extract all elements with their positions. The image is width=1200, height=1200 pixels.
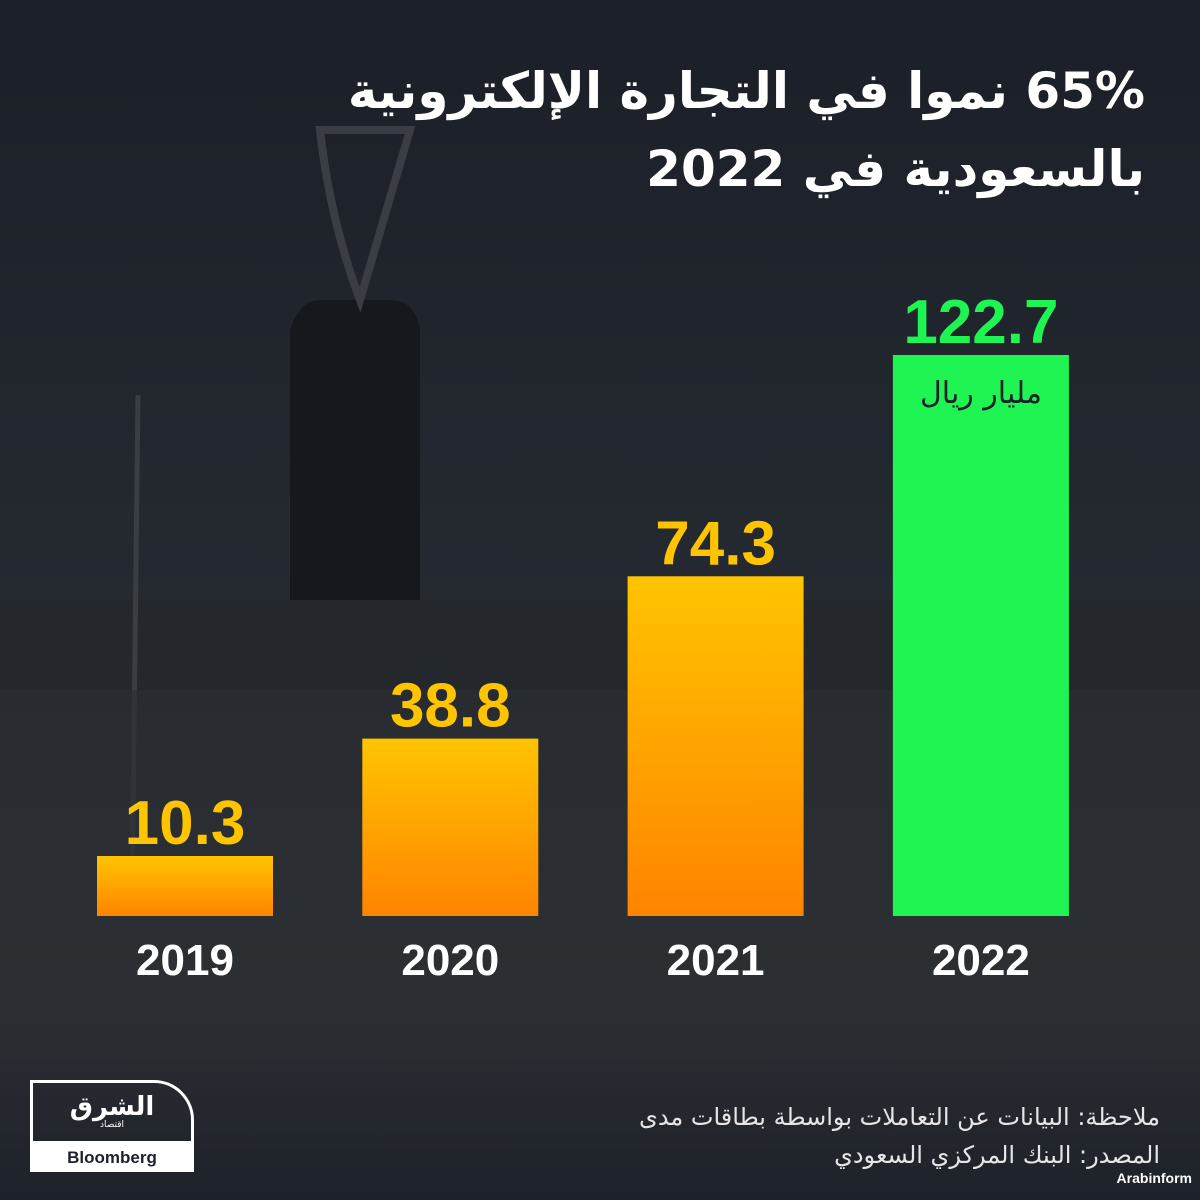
bar-chart: 10.3 2019 38.8 2020 74.3 2021 122.7 2022 xyxy=(97,288,1069,985)
bar-2019 xyxy=(97,856,273,916)
logo-brand: Bloomberg xyxy=(33,1141,191,1169)
x-tick-label-2019: 2019 xyxy=(136,936,234,985)
value-label-2021: 74.3 xyxy=(655,509,776,578)
value-label-2019: 10.3 xyxy=(125,789,246,858)
asharq-bloomberg-logo: الشرق اقتصاد Bloomberg xyxy=(30,1080,194,1172)
footnotes: ملاحظة: البيانات عن التعاملات بواسطة بطا… xyxy=(639,1098,1160,1174)
x-tick-label-2020: 2020 xyxy=(401,936,499,985)
value-label-2020: 38.8 xyxy=(390,672,511,741)
x-tick-label-2021: 2021 xyxy=(667,936,765,985)
value-label-2022: 122.7 xyxy=(903,288,1058,357)
note-text: ملاحظة: البيانات عن التعاملات بواسطة بطا… xyxy=(639,1103,1160,1131)
source-text: المصدر: البنك المركزي السعودي xyxy=(834,1141,1160,1169)
chart-title: 65% نموا في التجارة الإلكترونية بالسعودي… xyxy=(347,62,1145,198)
x-tick-label-2022: 2022 xyxy=(932,936,1030,985)
bar-2022 xyxy=(892,355,1069,916)
bar-2020 xyxy=(362,738,539,916)
bar-2021 xyxy=(627,576,804,916)
logo-arabic: الشرق xyxy=(69,1092,155,1122)
logo-arabic-sub: اقتصاد xyxy=(99,1120,125,1130)
unit-label: مليار ريال xyxy=(920,376,1042,411)
credit: Arabinform xyxy=(1116,1170,1192,1186)
